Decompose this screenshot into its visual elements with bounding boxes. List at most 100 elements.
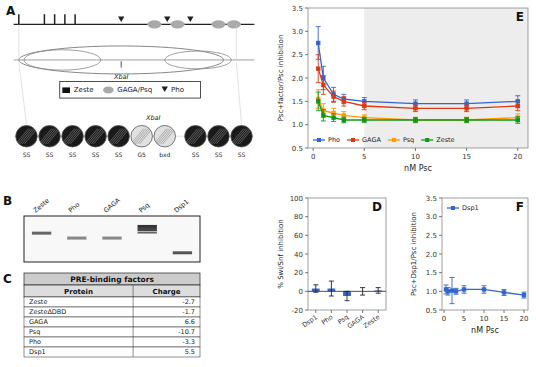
hatch-line — [47, 129, 60, 144]
point — [454, 289, 458, 293]
series-line — [318, 43, 518, 104]
x-tick — [378, 310, 379, 313]
y-axis-label: Psc+factor/Psc inhibition — [277, 35, 285, 122]
y-axis-label: Psc+Dsp1/Psc inhibition — [410, 212, 418, 296]
legend: Dsp1 — [447, 204, 479, 212]
y-tick-label: 2.5 — [292, 51, 303, 59]
y-tick — [305, 291, 308, 292]
table-row — [24, 317, 200, 327]
y-tick — [305, 310, 308, 311]
y-tick — [305, 216, 308, 217]
y-tick — [305, 78, 308, 79]
table-cell: Zeste — [29, 298, 47, 306]
site-tick — [18, 14, 20, 24]
x-tick-label: 0 — [311, 153, 315, 161]
hatch — [154, 129, 175, 144]
point — [316, 66, 320, 70]
point — [516, 118, 520, 122]
point — [316, 99, 320, 103]
point — [464, 106, 468, 110]
y-tick-label: 20 — [294, 269, 303, 277]
x-tick-label: Zeste — [362, 313, 382, 330]
x-tick — [364, 148, 365, 151]
table-cell: -10.7 — [178, 328, 195, 336]
point — [413, 106, 417, 110]
error-bar — [321, 76, 326, 95]
table-cell: Pho — [29, 338, 41, 346]
y-tick-label: 1.0 — [426, 288, 437, 296]
hatch — [131, 129, 152, 144]
point — [362, 104, 366, 108]
hatch-line — [239, 129, 252, 144]
hatch — [62, 129, 83, 144]
x-tick — [347, 310, 348, 313]
gel-band — [138, 225, 157, 228]
hatch-line — [140, 129, 153, 144]
error-bar — [362, 118, 367, 123]
x-tick — [484, 310, 485, 313]
legend-label: GAGA — [362, 136, 381, 144]
error-bar — [413, 118, 418, 123]
loop — [24, 50, 101, 70]
legend-symbol — [103, 86, 114, 93]
point — [321, 113, 325, 117]
cut-site — [121, 61, 122, 67]
error-bar — [376, 288, 381, 294]
dna-circle — [185, 125, 207, 147]
error-bar — [362, 102, 367, 109]
error-bar — [464, 105, 469, 112]
error-bar — [462, 286, 467, 293]
hatch-line — [193, 129, 206, 144]
dna-circle — [39, 125, 61, 147]
loop-line — [14, 59, 255, 60]
point — [413, 118, 417, 122]
gel-band — [173, 251, 192, 254]
error-bar — [464, 117, 469, 123]
plot-frame — [308, 8, 528, 148]
table-divider — [133, 307, 134, 317]
hatch — [231, 129, 252, 144]
error-bar — [331, 91, 336, 102]
error-bar — [450, 278, 455, 304]
hatch-line — [137, 129, 150, 144]
legend-marker — [351, 138, 355, 142]
shaded-region — [364, 8, 528, 148]
legend-label: Psq — [403, 136, 414, 144]
error-bar — [316, 92, 321, 111]
circle-label: SS — [115, 151, 123, 158]
table-header: Charge — [153, 288, 181, 296]
site-tick — [44, 14, 46, 24]
table-divider — [133, 297, 134, 307]
site-tick — [54, 14, 56, 24]
panel-schematic: AXbaIZesteGAGA/PsqPhoSSSSSSSSSSG5bxdSSSS… — [6, 4, 254, 158]
hatch — [16, 129, 37, 144]
y-tick — [439, 216, 442, 217]
table-cell: 6.6 — [185, 318, 195, 326]
table-divider — [133, 317, 134, 327]
y-tick-label: 3.0 — [292, 28, 303, 36]
x-tick — [415, 148, 416, 151]
panel-table: CPRE-binding factorsProteinChargeZeste-2… — [3, 272, 200, 357]
y-tick-label: 1.0 — [292, 121, 303, 129]
x-tick — [313, 148, 314, 151]
hatch-line — [24, 129, 37, 144]
y-tick-label: 0.5 — [292, 145, 303, 153]
series — [444, 278, 527, 304]
error-bar — [454, 288, 459, 294]
legend-marker — [451, 206, 455, 210]
y-tick — [305, 235, 308, 236]
x-axis-label: nM Psc — [404, 164, 432, 173]
annotation: XbaI — [113, 73, 129, 81]
error-bar — [321, 110, 326, 121]
legend: PhoGAGAPsqZeste — [313, 136, 455, 144]
error-bar — [341, 117, 346, 123]
y-axis-label: % Swi/Snf inhibition — [277, 219, 285, 288]
legend-marker — [392, 138, 396, 142]
x-tick — [504, 310, 505, 313]
legend-text: Pho — [171, 86, 184, 94]
y-tick-label: 3.5 — [426, 195, 437, 203]
table-cell: -3.3 — [182, 338, 195, 346]
y-tick-label: 3.0 — [426, 213, 437, 221]
point — [316, 41, 320, 45]
site-tick — [74, 14, 76, 24]
